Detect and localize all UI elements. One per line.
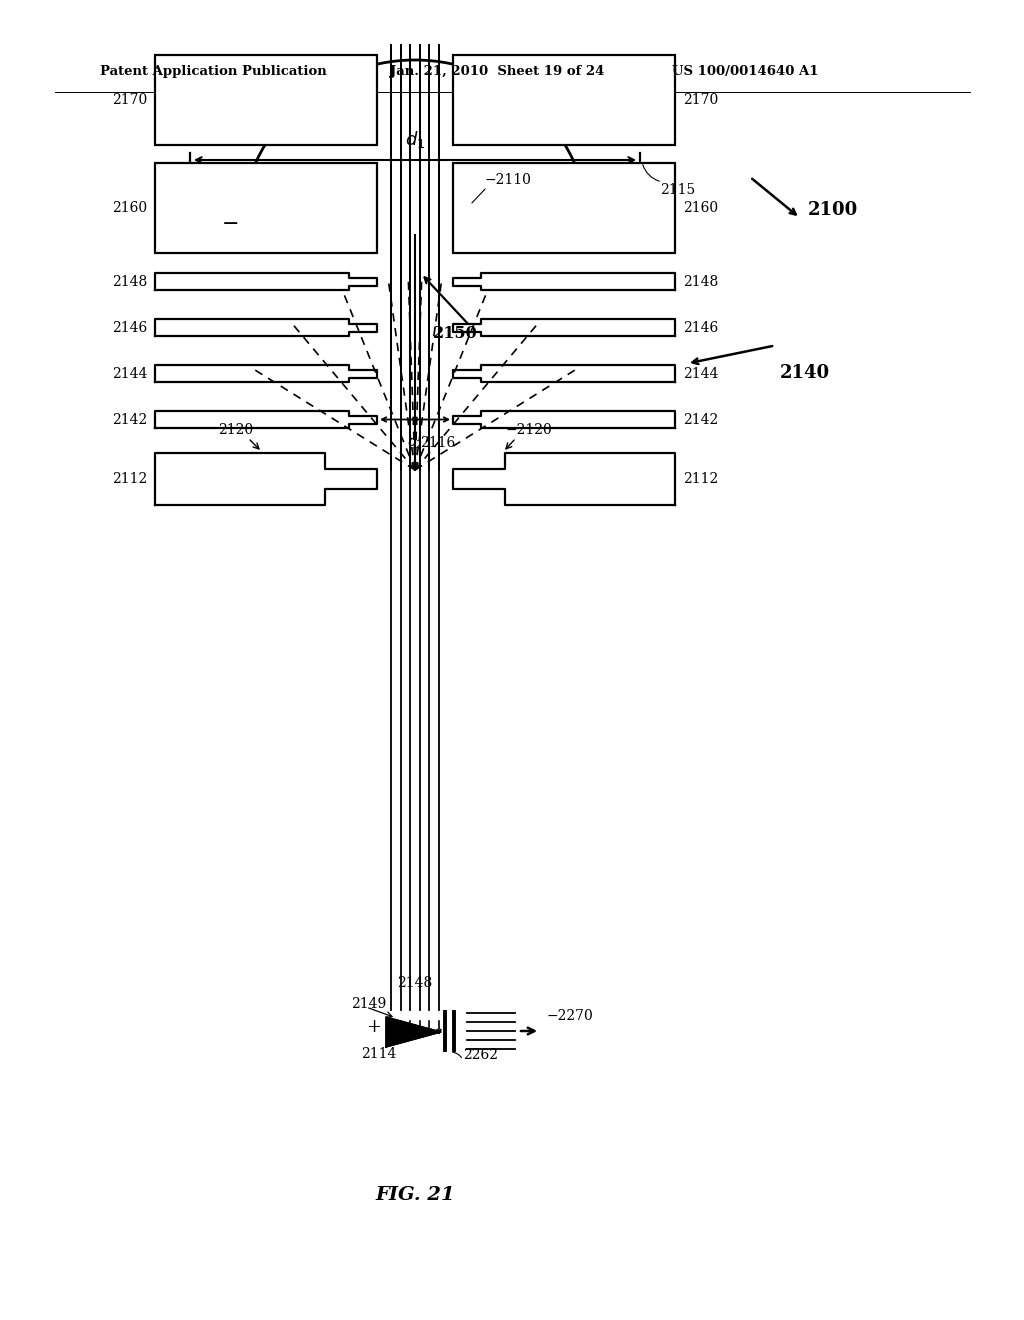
Bar bbox=[155, 162, 377, 253]
Bar bbox=[453, 162, 675, 253]
Text: $d_1$: $d_1$ bbox=[404, 129, 425, 150]
Text: −2120: −2120 bbox=[506, 422, 553, 437]
Text: 2114: 2114 bbox=[361, 1047, 396, 1061]
Text: 2170: 2170 bbox=[112, 92, 147, 107]
Bar bbox=[155, 55, 377, 145]
Text: 2146: 2146 bbox=[683, 321, 718, 334]
Polygon shape bbox=[386, 1016, 441, 1047]
Text: 2120: 2120 bbox=[218, 422, 253, 437]
Text: 2144: 2144 bbox=[683, 367, 719, 380]
Text: 2115: 2115 bbox=[660, 183, 695, 197]
Text: 2100: 2100 bbox=[808, 201, 858, 219]
Text: Jan. 21, 2010  Sheet 19 of 24: Jan. 21, 2010 Sheet 19 of 24 bbox=[390, 66, 604, 78]
Text: 2148: 2148 bbox=[397, 975, 432, 990]
Text: 2170: 2170 bbox=[683, 92, 718, 107]
Text: 2148: 2148 bbox=[683, 275, 718, 289]
Text: Patent Application Publication: Patent Application Publication bbox=[100, 66, 327, 78]
Text: −: − bbox=[222, 215, 240, 235]
Text: +: + bbox=[366, 1018, 381, 1036]
Text: 2116: 2116 bbox=[420, 436, 456, 450]
Text: FIG. 21: FIG. 21 bbox=[375, 1185, 455, 1204]
Text: 2160: 2160 bbox=[112, 201, 147, 215]
Text: $d_2$: $d_2$ bbox=[407, 433, 423, 451]
Text: 2144: 2144 bbox=[112, 367, 147, 380]
Text: 2112: 2112 bbox=[112, 473, 147, 486]
Text: 2146: 2146 bbox=[112, 321, 147, 334]
Text: 2140: 2140 bbox=[780, 364, 830, 383]
Text: 2112: 2112 bbox=[683, 473, 718, 486]
Text: US 100/0014640 A1: US 100/0014640 A1 bbox=[672, 66, 818, 78]
Bar bbox=[453, 55, 675, 145]
Text: 2142: 2142 bbox=[112, 412, 147, 426]
Text: 2262: 2262 bbox=[463, 1048, 498, 1063]
Text: 2148: 2148 bbox=[112, 275, 147, 289]
Text: 2142: 2142 bbox=[683, 412, 718, 426]
Text: 2149: 2149 bbox=[351, 997, 386, 1011]
Text: 2150: 2150 bbox=[433, 326, 478, 342]
Text: −2110: −2110 bbox=[485, 173, 531, 187]
Text: 2160: 2160 bbox=[683, 201, 718, 215]
Text: −2270: −2270 bbox=[547, 1008, 594, 1023]
